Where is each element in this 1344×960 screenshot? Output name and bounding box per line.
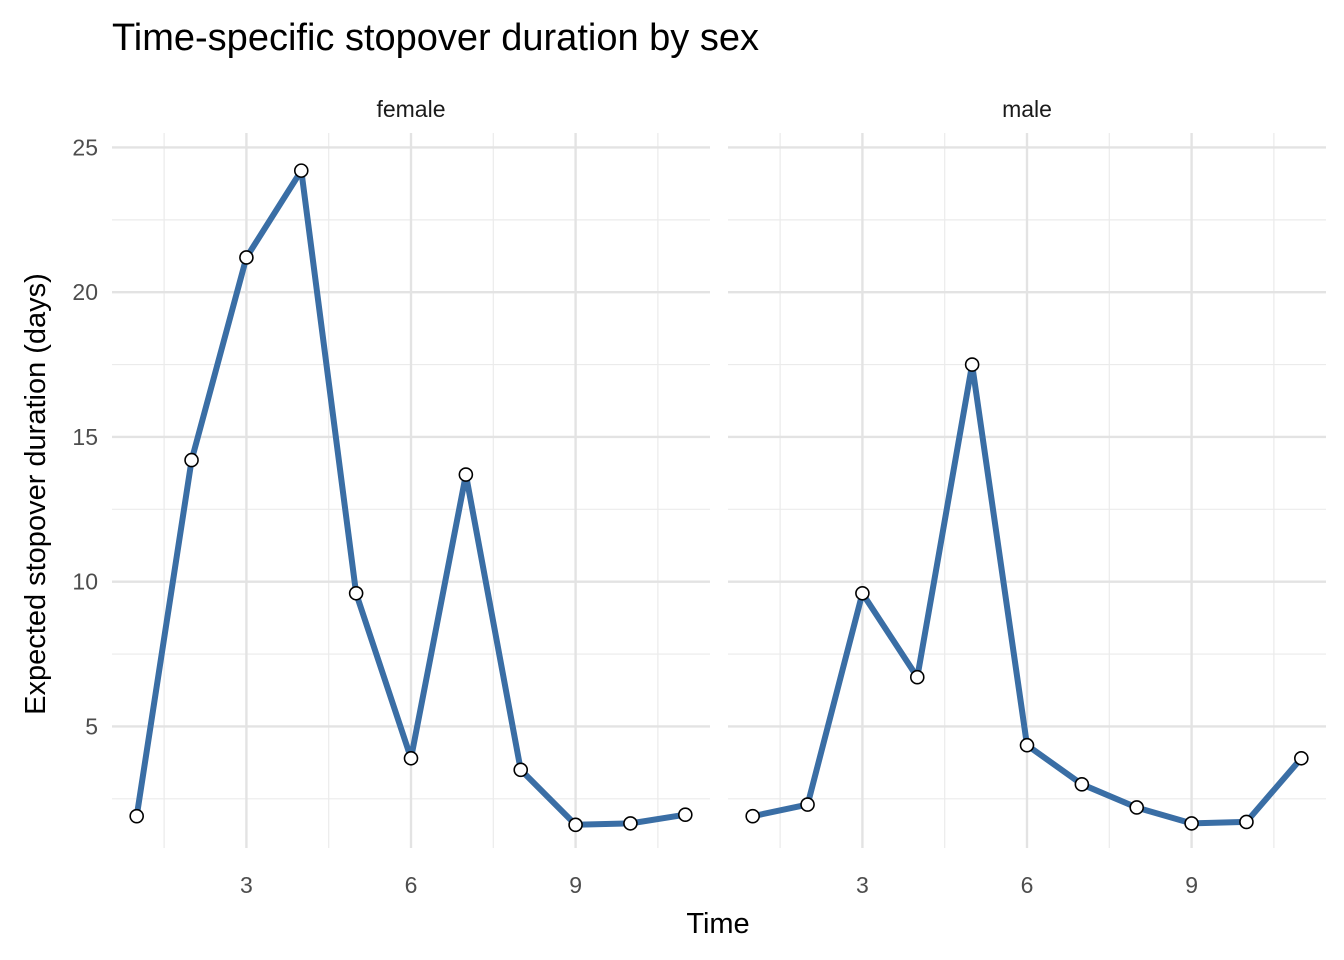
- facet-panel-male: male 3 6 9: [728, 96, 1326, 898]
- y-tick-label: 15: [72, 424, 98, 450]
- x-tick-label: 3: [240, 872, 253, 898]
- data-point: [678, 807, 693, 823]
- y-tick-label: 25: [72, 134, 98, 160]
- data-point: [293, 163, 309, 178]
- data-point: [1129, 800, 1145, 815]
- data-point: [184, 452, 199, 468]
- data-point: [909, 669, 925, 685]
- y-tick-label: 20: [72, 279, 98, 305]
- x-tick-label: 9: [1185, 872, 1198, 898]
- x-axis-label: Time: [686, 908, 749, 940]
- data-point: [513, 762, 529, 778]
- x-tick-label: 3: [856, 872, 869, 898]
- y-axis-label: Expected stopover duration (days): [20, 273, 52, 715]
- data-point: [403, 750, 419, 766]
- x-tick-label: 9: [569, 872, 582, 898]
- data-point: [129, 808, 144, 824]
- data-point: [964, 357, 980, 372]
- data-point: [1239, 814, 1254, 830]
- data-point: [855, 585, 870, 601]
- facet-strip-label: male: [1002, 96, 1052, 122]
- facet-panels: female 5 10 15 20 25 3 6 9 male 3 6 9: [72, 96, 1326, 898]
- data-point: [1184, 816, 1199, 831]
- facet-strip-label: female: [376, 96, 445, 122]
- data-point: [1074, 777, 1090, 792]
- data-point: [568, 817, 583, 833]
- chart-title: Time-specific stopover duration by sex: [112, 17, 759, 59]
- data-point: [800, 797, 815, 812]
- x-tick-label: 6: [405, 872, 418, 898]
- data-point: [239, 250, 254, 265]
- data-point: [458, 467, 474, 482]
- data-point: [1294, 750, 1309, 766]
- y-tick-label: 5: [85, 713, 98, 739]
- y-tick-label: 10: [72, 569, 98, 595]
- data-point: [745, 808, 760, 824]
- x-tick-label: 6: [1021, 872, 1034, 898]
- data-point: [348, 585, 364, 601]
- facet-panel-female: female 5 10 15 20 25 3 6 9: [72, 96, 710, 898]
- data-point: [623, 816, 638, 831]
- data-point: [1019, 737, 1035, 753]
